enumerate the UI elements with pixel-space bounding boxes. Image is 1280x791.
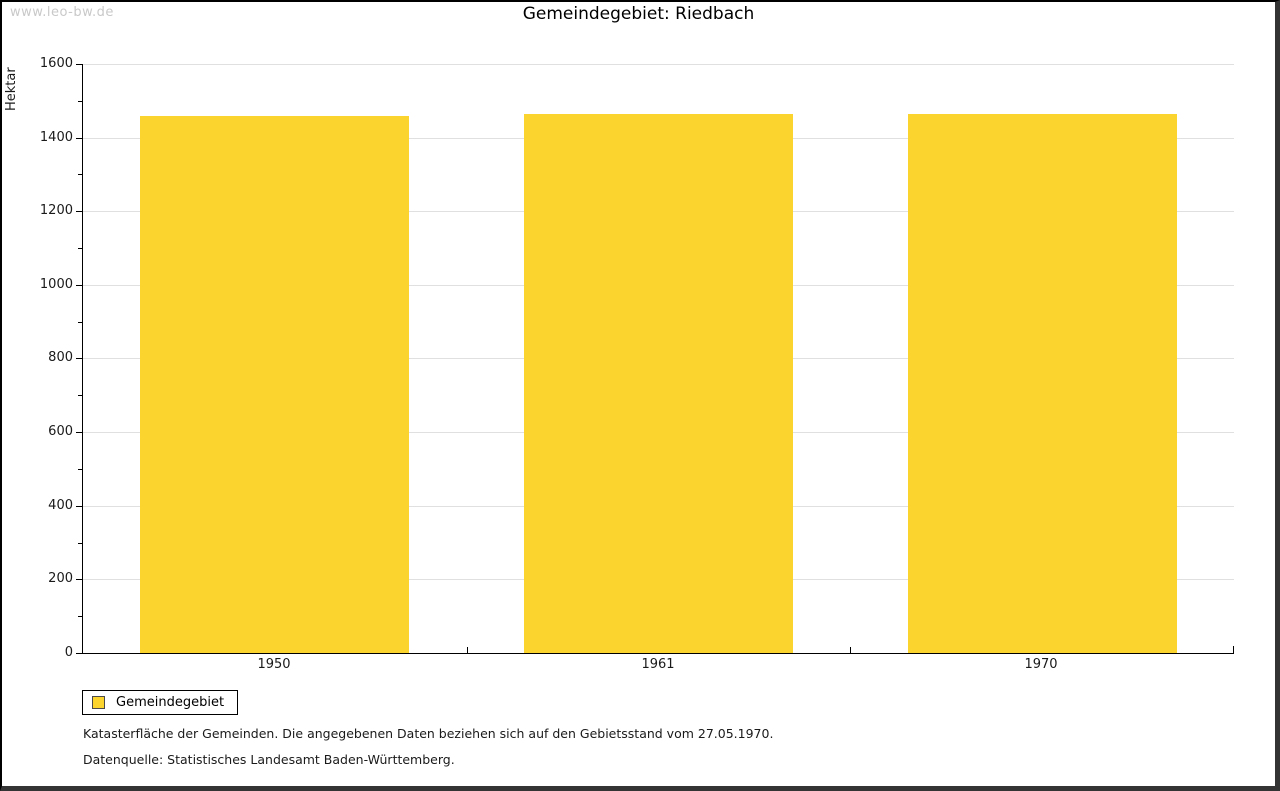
- y-tick-label-0: 0: [64, 645, 73, 660]
- bar-1950: [140, 116, 409, 653]
- y-major-tick-0: [76, 653, 83, 654]
- y-major-tick-1600: [76, 64, 83, 65]
- y-tick-label-800: 800: [48, 350, 73, 365]
- y-minor-tick-900: [78, 322, 83, 323]
- y-major-tick-1000: [76, 285, 83, 286]
- watermark: www.leo-bw.de: [10, 5, 114, 20]
- y-axis-tick-labels: 0 200 400 600 800 1000 1200 1400 1600: [2, 57, 82, 660]
- footnote-datasource: Datenquelle: Statistisches Landesamt Bad…: [83, 752, 455, 767]
- x-axis-separator-tick-1: [467, 647, 468, 653]
- y-major-tick-1400: [76, 138, 83, 139]
- y-minor-tick-500: [78, 469, 83, 470]
- x-axis-separator-tick-2: [850, 647, 851, 653]
- x-tick-label-1961: 1961: [641, 657, 675, 672]
- y-minor-tick-1300: [78, 174, 83, 175]
- y-tick-label-600: 600: [48, 424, 73, 439]
- bar-1961: [524, 114, 793, 653]
- y-major-tick-1200: [76, 211, 83, 212]
- y-tick-label-1200: 1200: [39, 203, 73, 218]
- y-minor-tick-700: [78, 395, 83, 396]
- x-tick-label-1950: 1950: [257, 657, 291, 672]
- x-axis-tick-labels: 1950 1961 1970: [82, 657, 1233, 675]
- chart-title: Gemeindegebiet: Riedbach: [522, 4, 755, 24]
- legend-swatch: [92, 696, 105, 709]
- y-minor-tick-300: [78, 543, 83, 544]
- x-tick-label-1970: 1970: [1024, 657, 1058, 672]
- legend-label: Gemeindegebiet: [116, 695, 225, 710]
- bar-1970: [908, 114, 1177, 653]
- y-tick-label-200: 200: [48, 571, 73, 586]
- y-major-tick-600: [76, 432, 83, 433]
- legend: Gemeindegebiet: [82, 690, 239, 715]
- y-tick-label-1600: 1600: [39, 56, 73, 71]
- y-minor-tick-100: [78, 616, 83, 617]
- y-major-tick-800: [76, 358, 83, 359]
- y-tick-label-400: 400: [48, 498, 73, 513]
- x-axis-end-cap: [1233, 646, 1234, 653]
- gridline-1600: [83, 64, 1234, 65]
- plot-area: [76, 64, 1234, 654]
- y-major-tick-400: [76, 506, 83, 507]
- footnote-description: Katasterfläche der Gemeinden. Die angege…: [83, 726, 774, 741]
- y-tick-label-1400: 1400: [39, 130, 73, 145]
- y-major-tick-200: [76, 579, 83, 580]
- y-tick-label-1000: 1000: [39, 277, 73, 292]
- y-minor-tick-1500: [78, 101, 83, 102]
- y-minor-tick-1100: [78, 248, 83, 249]
